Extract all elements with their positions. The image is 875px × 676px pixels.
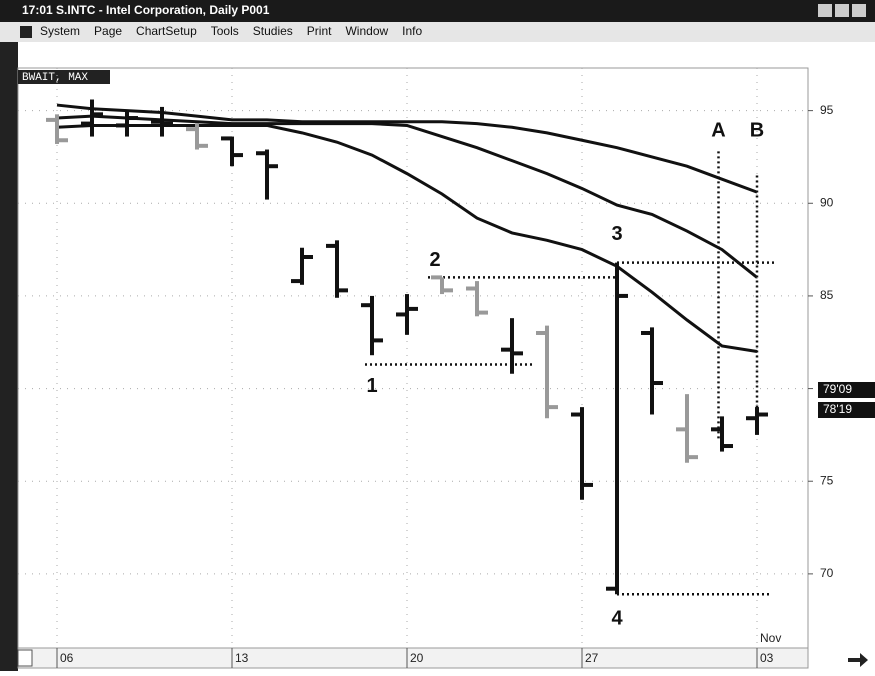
menu-icon[interactable] (20, 26, 32, 38)
menu-item[interactable]: Studies (253, 24, 293, 38)
price-bar (431, 275, 453, 295)
chart-label: BWAIT, MAX (22, 72, 88, 84)
level-label: 1 (366, 375, 377, 397)
price-bar (466, 281, 488, 317)
price-bar (501, 318, 523, 374)
price-bar (641, 327, 663, 415)
menu-item[interactable]: Window (345, 24, 388, 38)
left-border (0, 42, 18, 671)
maximize-button[interactable] (835, 4, 849, 17)
price-bar (606, 262, 628, 595)
y-tick-label: 70 (820, 566, 834, 580)
price-bar (46, 114, 68, 144)
level-label: 2 (429, 249, 440, 271)
menu-item[interactable]: System (40, 24, 80, 38)
price-bar (291, 247, 313, 285)
price-bar (746, 407, 768, 435)
price-bar (81, 99, 103, 137)
x-tick-label: 06 (60, 651, 74, 665)
price-bar (571, 407, 593, 500)
y-tick-label: 75 (820, 473, 834, 487)
menu-item[interactable]: Page (94, 24, 122, 38)
menu-item[interactable]: Tools (211, 24, 239, 38)
moving-average (56, 114, 758, 279)
month-label: Nov (760, 631, 781, 645)
level-label: 4 (611, 608, 623, 630)
price-bar (711, 416, 733, 452)
close-button[interactable] (852, 4, 866, 17)
level-label: 3 (611, 223, 622, 245)
x-tick-label: 03 (760, 651, 774, 665)
price-bar (326, 240, 348, 298)
moving-average (56, 103, 758, 194)
moving-average (56, 123, 758, 353)
scroll-right-arrow[interactable] (848, 653, 868, 667)
x-tick-label: 13 (235, 651, 249, 665)
price-bar (536, 325, 558, 419)
y-tick-label: 90 (820, 195, 834, 209)
window-title: 17:01 S.INTC - Intel Corporation, Daily … (22, 3, 270, 17)
title-bar (0, 0, 875, 22)
menu-item[interactable]: Print (307, 24, 332, 38)
price-bar (256, 149, 278, 200)
price-label-box (818, 382, 875, 398)
price-bar (186, 123, 208, 150)
price-label-box (818, 402, 875, 418)
price-bar (676, 394, 698, 463)
minimize-button[interactable] (818, 4, 832, 17)
price-bar (361, 295, 383, 356)
menu-bar (0, 22, 875, 42)
price-bar (116, 110, 138, 137)
price-bar (221, 136, 243, 167)
price-bar (396, 294, 418, 335)
x-tick-label: 27 (585, 651, 599, 665)
vertical-label: B (750, 119, 764, 141)
menu-item[interactable]: Info (402, 24, 422, 38)
y-tick-label: 85 (820, 288, 834, 302)
chart-label-box (18, 70, 110, 84)
menu-item[interactable]: ChartSetup (136, 24, 197, 38)
x-tick-label: 20 (410, 651, 424, 665)
menu-items: System Page ChartSetup Tools Studies Print Win… (40, 24, 423, 38)
vertical-label: A (711, 119, 725, 141)
y-tick-label: 95 (820, 103, 834, 117)
plot-area (17, 67, 809, 649)
price-bar (151, 106, 173, 137)
price-label: 79'09 (823, 382, 852, 396)
chart: 9590858075700613202703Nov1234AB79'0978'1… (18, 68, 875, 668)
price-label: 78'19 (823, 402, 852, 416)
scroll-box[interactable] (17, 649, 33, 667)
